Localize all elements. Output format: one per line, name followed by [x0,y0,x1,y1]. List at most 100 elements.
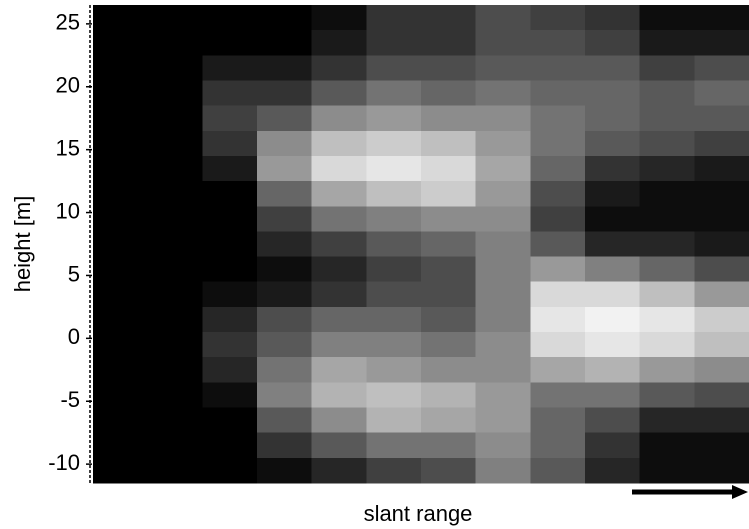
heatmap-cell [639,231,695,258]
heatmap-cell [585,332,641,358]
heatmap-cell [202,80,258,107]
heatmap-cell [475,155,531,182]
heatmap-cell [202,256,258,283]
heatmap-cell [257,382,313,409]
heatmap-cell [530,306,586,333]
heatmap-cell [639,181,695,207]
heatmap-cell [421,432,477,459]
heatmap-cell [530,457,586,484]
heatmap-cell [147,382,203,409]
heatmap-cell [421,206,477,232]
heatmap-cell [530,5,586,31]
heatmap-cell [311,105,367,132]
heatmap-cell [93,407,149,434]
heatmap-cell [639,130,695,157]
heatmap-cell [311,155,367,182]
heatmap-cell [694,30,749,56]
heatmap-cell [694,281,749,308]
heatmap-cell [639,256,695,283]
range-arrow-head [732,485,748,499]
heatmap-cell [311,281,367,308]
heatmap-cell [147,457,203,484]
heatmap-cell [475,332,531,358]
heatmap-cell [147,5,203,31]
heatmap-cell [639,432,695,459]
heatmap-cell [311,382,367,409]
heatmap-cell [475,306,531,333]
heatmap-cell [147,105,203,132]
heatmap-cell [530,231,586,258]
y-tick-label: -10 [48,450,80,475]
heatmap-cell [257,30,313,56]
heatmap-cell [475,55,531,81]
heatmap-cell [202,30,258,56]
heatmap-cell [585,5,641,31]
heatmap-cell [93,281,149,308]
heatmap-cell [147,55,203,81]
y-tick-label: 15 [56,135,80,160]
heatmap-cell [585,181,641,207]
heatmap-cell [147,432,203,459]
heatmap-cell [585,80,641,107]
heatmap-cell [366,306,422,333]
heatmap-cell [257,306,313,333]
heatmap-cell [257,256,313,283]
heatmap-cell [694,55,749,81]
heatmap-cell [421,332,477,358]
heatmap-cell [202,55,258,81]
heatmap-cell [530,206,586,232]
heatmap-cell [475,30,531,56]
heatmap-cell [421,231,477,258]
heatmap-cell [694,256,749,283]
heatmap-cell [93,181,149,207]
heatmap-cell [585,55,641,81]
heatmap-cell [694,80,749,107]
heatmap-cell [366,332,422,358]
heatmap-cell [421,407,477,434]
heatmap-cell [366,407,422,434]
heatmap-cell [475,256,531,283]
x-axis-label: slant range [364,501,473,526]
heatmap-cell [475,281,531,308]
heatmap-cell [311,256,367,283]
heatmap-cell [257,206,313,232]
heatmap-cell [202,155,258,182]
heatmap-cell [311,231,367,258]
heatmap-cell [202,332,258,358]
heatmap-cell [530,80,586,107]
heatmap-cell [311,5,367,31]
heatmap-cell [421,105,477,132]
heatmap-cell [639,357,695,383]
heatmap-cell [147,130,203,157]
heatmap-cell [311,407,367,434]
heatmap-cell [639,407,695,434]
heatmap-cell [694,105,749,132]
heatmap-cell [202,181,258,207]
heatmap-cell [585,432,641,459]
heatmap-cell [421,256,477,283]
heatmap-cell [530,181,586,207]
heatmap-cell [585,130,641,157]
heatmap-cell [257,432,313,459]
heatmap-cell [530,256,586,283]
heatmap-cell [93,5,149,31]
heatmap-cell [147,155,203,182]
heatmap-cell [147,206,203,232]
heatmap-cell [93,105,149,132]
heatmap-cell [366,80,422,107]
y-tick-label: 0 [68,324,80,349]
heatmap-cell [147,306,203,333]
heatmap-cell [694,181,749,207]
heatmap-cell [694,407,749,434]
heatmap-cell [475,432,531,459]
heatmap-cell [530,155,586,182]
y-tick-label: -5 [60,387,80,412]
heatmap-cell [311,30,367,56]
heatmap-cell [639,382,695,409]
heatmap-cell [366,382,422,409]
heatmap-cell [585,30,641,56]
heatmap-cell [366,357,422,383]
heatmap-cell [585,407,641,434]
heatmap-cell [257,80,313,107]
heatmap-cell [366,30,422,56]
